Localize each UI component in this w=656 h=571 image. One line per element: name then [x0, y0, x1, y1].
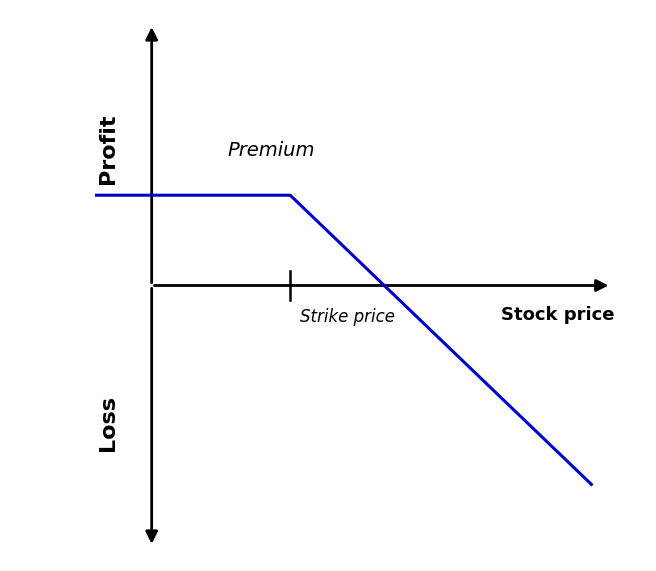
Text: Strike price: Strike price — [300, 308, 395, 326]
Text: Profit: Profit — [98, 113, 117, 184]
Text: Stock price: Stock price — [501, 305, 615, 324]
Text: Loss: Loss — [98, 395, 117, 451]
Text: Premium: Premium — [227, 140, 315, 160]
